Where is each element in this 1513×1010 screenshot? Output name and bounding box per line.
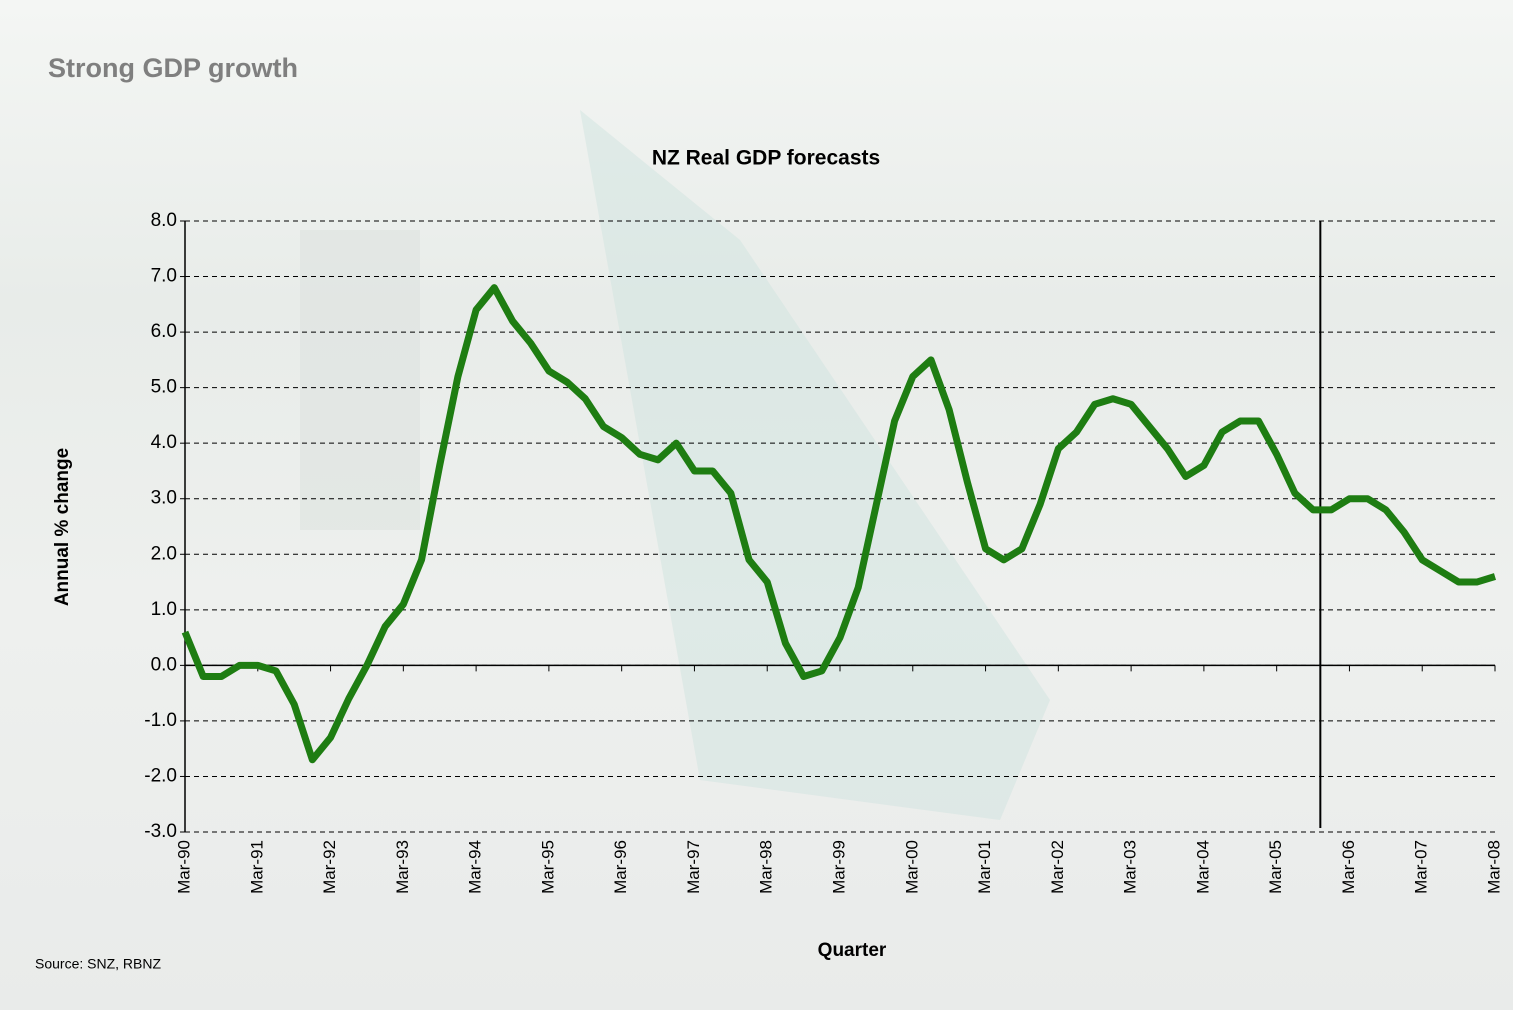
- background-sail: [580, 110, 1050, 820]
- y-tick-label: -2.0: [144, 765, 177, 786]
- x-tick-label: Mar-97: [684, 840, 703, 894]
- y-tick-label: 8.0: [151, 210, 177, 231]
- y-tick-label: -1.0: [144, 710, 177, 731]
- x-tick-label: Mar-02: [1048, 840, 1067, 894]
- x-tick-label: Mar-91: [247, 840, 266, 894]
- x-tick-label: Mar-96: [611, 840, 630, 894]
- y-tick-label: 7.0: [151, 266, 177, 287]
- x-tick-label: Mar-00: [902, 840, 921, 894]
- x-axis-label: Quarter: [818, 940, 887, 961]
- x-tick-label: Mar-94: [466, 840, 485, 894]
- x-tick-label: Mar-04: [1193, 840, 1212, 894]
- y-tick-label: 0.0: [151, 654, 177, 675]
- y-axis-label: Annual % change: [52, 448, 73, 606]
- background-building: [300, 230, 420, 530]
- x-tick-label: Mar-01: [975, 840, 994, 894]
- y-tick-label: 1.0: [151, 599, 177, 620]
- chart-title: NZ Real GDP forecasts: [652, 147, 880, 170]
- x-tick-label: Mar-03: [1121, 840, 1140, 894]
- y-tick-label: 3.0: [151, 488, 177, 509]
- x-tick-label: Mar-93: [393, 840, 412, 894]
- x-tick-label: Mar-07: [1412, 840, 1431, 894]
- x-tick-label: Mar-98: [757, 840, 776, 894]
- x-tick-label: Mar-06: [1339, 840, 1358, 894]
- chart: Strong GDP growth NZ Real GDP forecasts …: [0, 0, 1513, 1010]
- x-tick-label: Mar-05: [1266, 840, 1285, 894]
- y-tick-label: 5.0: [151, 377, 177, 398]
- source-note: Source: SNZ, RBNZ: [35, 956, 161, 972]
- y-tick-label: 6.0: [151, 321, 177, 342]
- x-tick-label: Mar-90: [174, 840, 193, 894]
- slide: Strong GDP growth NZ Real GDP forecasts …: [0, 0, 1513, 1010]
- x-tick-label: Mar-95: [538, 840, 557, 894]
- x-tick-label: Mar-92: [320, 840, 339, 894]
- y-tick-label: 2.0: [151, 543, 177, 564]
- x-tick-label: Mar-08: [1484, 840, 1503, 894]
- x-tick-label: Mar-99: [829, 840, 848, 894]
- y-tick-label: -3.0: [144, 821, 177, 842]
- y-tick-label: 4.0: [151, 432, 177, 453]
- slide-title: Strong GDP growth: [48, 53, 298, 83]
